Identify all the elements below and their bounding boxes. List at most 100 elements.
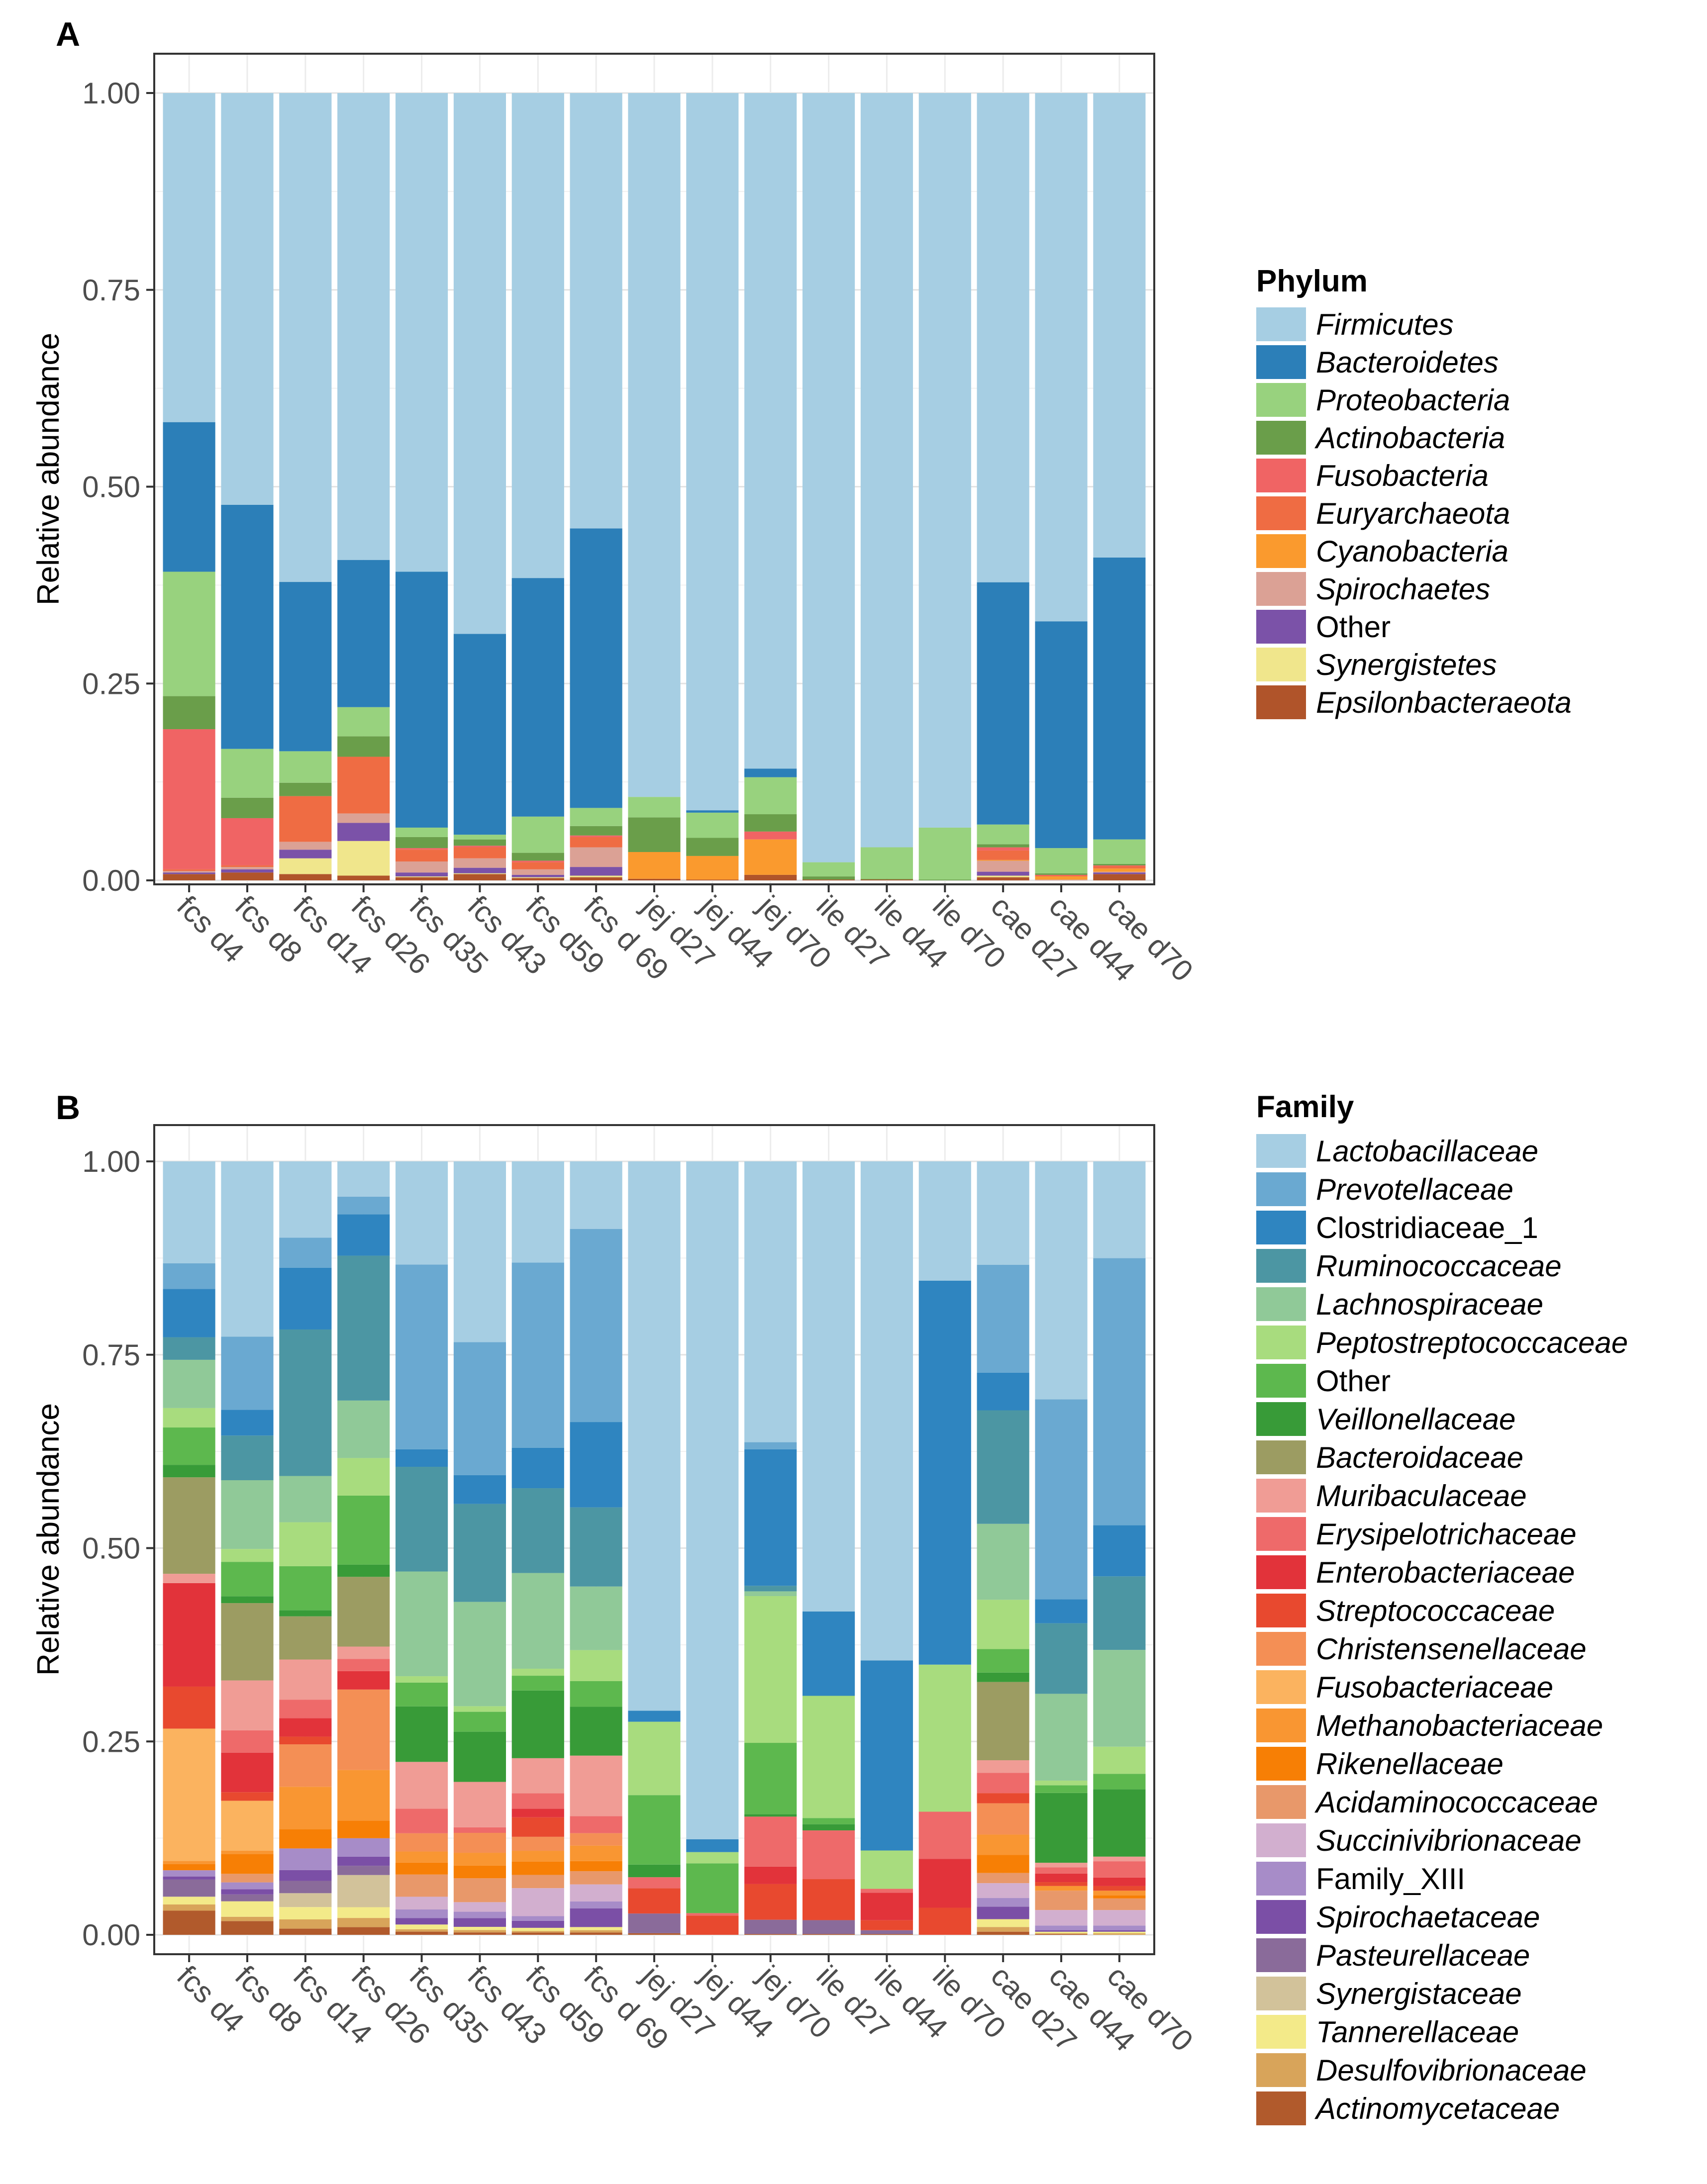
legend-label-fusobacteriaceae: Fusobacteriaceae (1316, 1671, 1553, 1704)
bar-segment-fcs-d14-erysipelotrichaceae (279, 1700, 332, 1718)
bar-segment-ile-d44-actinomycetaceae (860, 1934, 913, 1935)
bar-segment-cae-d27-prevotellaceae (977, 1264, 1029, 1373)
bar-segment-cae-d70-bacteroidetes (1093, 557, 1146, 840)
bar-segment-cae-d70-prevotellaceae (1093, 1258, 1146, 1525)
bar-segment-fcs-d59-methanobacteriaceae (511, 1851, 564, 1862)
bar-segment-fcs-d26-family-xiii (337, 1838, 390, 1857)
bar-segment-fcs-d4-firmicutes (163, 93, 215, 422)
bar-segment-fcs-d35-actinobacteria (395, 837, 448, 849)
bar-segment-jej-d70-actinobacteria (744, 814, 797, 832)
bar-segment-fcs-d59-synergistetes (511, 877, 564, 878)
bar-segment-fcs-d43-methanobacteriaceae (453, 1853, 506, 1866)
bar-segment-fcs-d35-veillonellaceae (395, 1706, 448, 1762)
bar-segment-fcs-d8-pasteurellaceae (221, 1894, 274, 1901)
legend-label-firmicutes: Firmicutes (1316, 308, 1454, 341)
bar-segment-fcs-d26-firmicutes (337, 93, 390, 560)
bar-segment-fcs-d59-proteobacteria (511, 816, 564, 853)
bar-segment-cae-d27-lactobacillaceae (977, 1161, 1029, 1265)
legend-label-synergistetes: Synergistetes (1316, 648, 1497, 681)
bar-segment-fcs-d43-epsilonbacteraeota (453, 874, 506, 880)
bar-segment-cae-d70-spirochaetes (1093, 871, 1146, 873)
bar-segment-fcs-d8-spirochaetaceae (221, 1889, 274, 1895)
bar-segment-fcs-d35-epsilonbacteraeota (395, 877, 448, 880)
bar-segment-fcs-d4-spirochaetes (163, 871, 215, 873)
bar-segment-fcs-d-69-lactobacillaceae (570, 1161, 622, 1229)
bar-segment-cae-d27-desulfovibrionaceae (977, 1927, 1029, 1932)
bar-segment-ile-d44-lactobacillaceae (860, 1161, 913, 1661)
legend-label-other: Other (1316, 610, 1391, 644)
bar-segment-cae-d70-enterobacteriaceae (1093, 1877, 1146, 1886)
bar-segment-fcs-d35-actinomycetaceae (395, 1931, 448, 1935)
bar-segment-fcs-d59-streptococcaceae (511, 1817, 564, 1837)
bar-segment-fcs-d-69-bacteroidetes (570, 528, 622, 808)
bar-segment-ile-d44-peptostreptococcaceae (860, 1850, 913, 1889)
y-tick-label: 0.25 (82, 1725, 140, 1758)
bar-segment-fcs-d35-tannerellaceae (395, 1924, 448, 1929)
bar-segment-jej-d27-firmicutes (628, 93, 681, 797)
bar-segment-fcs-d14-firmicutes (279, 93, 332, 582)
legend-swatch-methanobacteriaceae (1256, 1709, 1306, 1742)
bar-segment-fcs-d59-prevotellaceae (511, 1262, 564, 1448)
bar-segment-cae-d70-fusobacteria (1093, 865, 1146, 866)
bar-segment-ile-d70-clostridiaceae-1 (918, 1280, 971, 1665)
legend-swatch-muribaculaceae (1256, 1479, 1306, 1513)
bar-segment-fcs-d4-family-xiii (163, 1870, 215, 1877)
bar-segment-fcs-d4-methanobacteriaceae (163, 1861, 215, 1864)
legend-swatch-fusobacteria (1256, 459, 1306, 492)
bar-segment-fcs-d14-veillonellaceae (279, 1610, 332, 1616)
legend-label-spirochaetaceae: Spirochaetaceae (1316, 1900, 1540, 1934)
legend-label-cyanobacteria: Cyanobacteria (1316, 535, 1508, 568)
bar-segment-fcs-d43-succinivibrionaceae (453, 1902, 506, 1912)
bar-segment-fcs-d43-erysipelotrichaceae (453, 1827, 506, 1833)
bar-segment-fcs-d35-other (395, 872, 448, 877)
bar-segment-ile-d70-firmicutes (918, 93, 971, 828)
bar-segment-fcs-d4-bacteroidetes (163, 422, 215, 572)
panel-a-legend-title: Phylum (1256, 264, 1368, 298)
bar-segment-jej-d27-pasteurellaceae (628, 1913, 681, 1933)
bar-segment-jej-d27-peptostreptococcaceae (628, 1721, 681, 1796)
bar-segment-fcs-d59-erysipelotrichaceae (511, 1793, 564, 1809)
bar-segment-jej-d70-epsilonbacteraeota (744, 874, 797, 880)
bar-segment-fcs-d26-ruminococcaceae (337, 1255, 390, 1401)
bar-segment-jej-d27-erysipelotrichaceae (628, 1877, 681, 1889)
bar-segment-fcs-d43-peptostreptococcaceae (453, 1706, 506, 1712)
legend-label-methanobacteriaceae: Methanobacteriaceae (1316, 1709, 1603, 1742)
legend-swatch-erysipelotrichaceae (1256, 1517, 1306, 1551)
legend-label-acidaminococcaceae: Acidaminococcaceae (1314, 1786, 1598, 1819)
bar-segment-ile-d44-proteobacteria (860, 847, 913, 879)
bar-segment-fcs-d26-proteobacteria (337, 707, 390, 737)
bar-segment-jej-d44-lactobacillaceae (686, 1161, 739, 1839)
bar-segment-ile-d27-epsilonbacteraeota (802, 879, 855, 880)
bar-segment-fcs-d43-spirochaetes (453, 858, 506, 868)
bar-segment-fcs-d14-prevotellaceae (279, 1237, 332, 1268)
legend-swatch-enterobacteriaceae (1256, 1555, 1306, 1589)
bar-segment-fcs-d8-other (221, 1562, 274, 1597)
bar-segment-fcs-d-69-muribaculaceae (570, 1755, 622, 1816)
bar-segment-fcs-d-69-ruminococcaceae (570, 1507, 622, 1587)
bar-segment-fcs-d-69-erysipelotrichaceae (570, 1816, 622, 1833)
bar-segment-jej-d27-streptococcaceae (628, 1888, 681, 1914)
bar-segment-fcs-d14-ruminococcaceae (279, 1329, 332, 1476)
bar-segment-cae-d70-tannerellaceae (1093, 1931, 1146, 1933)
legend-swatch-spirochaetaceae (1256, 1900, 1306, 1934)
bar-segment-fcs-d8-lachnospiraceae (221, 1480, 274, 1549)
bar-segment-cae-d27-spirochaetaceae (977, 1906, 1029, 1919)
legend-label-spirochaetes: Spirochaetes (1316, 572, 1490, 606)
bar-segment-cae-d27-bacteroidaceae (977, 1682, 1029, 1761)
bar-segment-fcs-d8-clostridiaceae-1 (221, 1410, 274, 1436)
bar-segment-cae-d70-lachnospiraceae (1093, 1650, 1146, 1747)
bar-segment-fcs-d43-proteobacteria (453, 835, 506, 840)
bar-segment-jej-d70-actinomycetaceae (744, 1934, 797, 1935)
bar-segment-fcs-d14-lachnospiraceae (279, 1476, 332, 1522)
legend-swatch-streptococcaceae (1256, 1594, 1306, 1627)
y-tick-label: 0.50 (82, 471, 140, 504)
bar-segment-fcs-d14-euryarchaeota (279, 796, 332, 842)
bar-segment-jej-d44-bacteroidetes (686, 810, 739, 813)
bar-segment-cae-d70-succinivibrionaceae (1093, 1910, 1146, 1926)
bar-segment-fcs-d-69-succinivibrionaceae (570, 1884, 622, 1901)
legend-swatch-lachnospiraceae (1256, 1287, 1306, 1321)
bar-segment-fcs-d35-firmicutes (395, 93, 448, 572)
legend-label-peptostreptococcaceae: Peptostreptococcaceae (1316, 1326, 1628, 1359)
